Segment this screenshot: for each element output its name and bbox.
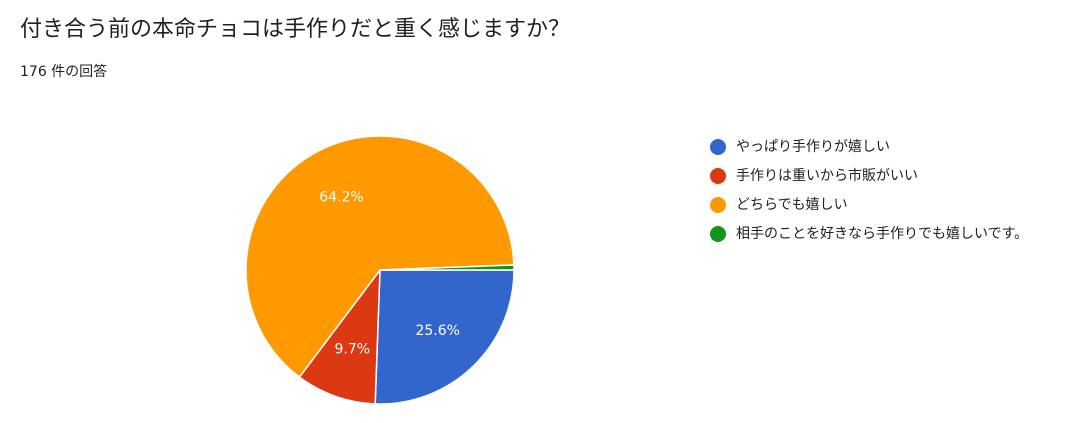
legend-label: 相手のことを好きなら手作りでも嬉しいです。 (736, 226, 1029, 242)
legend-swatch-red (710, 168, 726, 184)
chart-legend: やっぱり手作りが嬉しい 手作りは重いから市販がいい どちらでも嬉しい 相手のこと… (710, 135, 1070, 251)
response-count: 176 件の回答 (20, 64, 108, 80)
pie-slice-4[interactable] (379, 264, 515, 271)
legend-item-2[interactable]: 手作りは重いから市販がいい (710, 164, 1070, 188)
legend-item-4[interactable]: 相手のことを好きなら手作りでも嬉しいです。 (710, 222, 1070, 246)
pie-slice-labels: 25.6% 9.7% 64.2% (319, 189, 460, 357)
legend-label: どちらでも嬉しい (736, 197, 848, 213)
legend-swatch-blue (710, 139, 726, 155)
legend-label: 手作りは重いから市販がいい (736, 168, 918, 184)
slice-percent-label: 25.6% (415, 323, 459, 339)
legend-item-3[interactable]: どちらでも嬉しい (710, 193, 1070, 217)
legend-label: やっぱり手作りが嬉しい (736, 139, 890, 155)
pie-slices (245, 135, 515, 405)
pie-slice-1[interactable] (374, 269, 515, 405)
legend-swatch-green (710, 226, 726, 242)
slice-percent-label: 64.2% (319, 189, 363, 205)
legend-swatch-orange (710, 197, 726, 213)
pie-slice-2[interactable] (298, 267, 381, 405)
chart-title: 付き合う前の本命チョコは手作りだと重く感じますか？ (20, 17, 571, 42)
pie-slice-3[interactable] (245, 135, 515, 379)
slice-percent-label: 9.7% (335, 341, 371, 357)
legend-item-1[interactable]: やっぱり手作りが嬉しい (710, 135, 1070, 159)
